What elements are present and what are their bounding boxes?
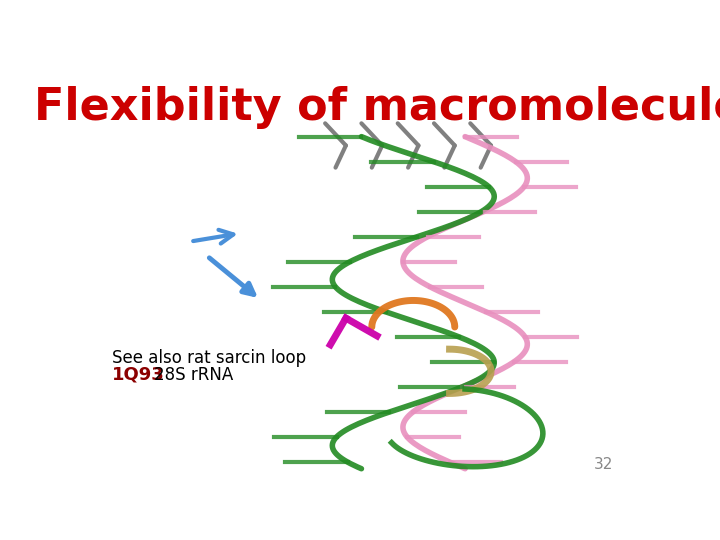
Text: 1Q93: 1Q93 bbox=[112, 366, 165, 383]
Text: 32: 32 bbox=[594, 457, 613, 472]
Text: See also rat sarcin loop: See also rat sarcin loop bbox=[112, 349, 307, 367]
Text: 28S rRNA: 28S rRNA bbox=[154, 366, 233, 383]
Text: Flexibility of macromolecules: Flexibility of macromolecules bbox=[35, 85, 720, 129]
